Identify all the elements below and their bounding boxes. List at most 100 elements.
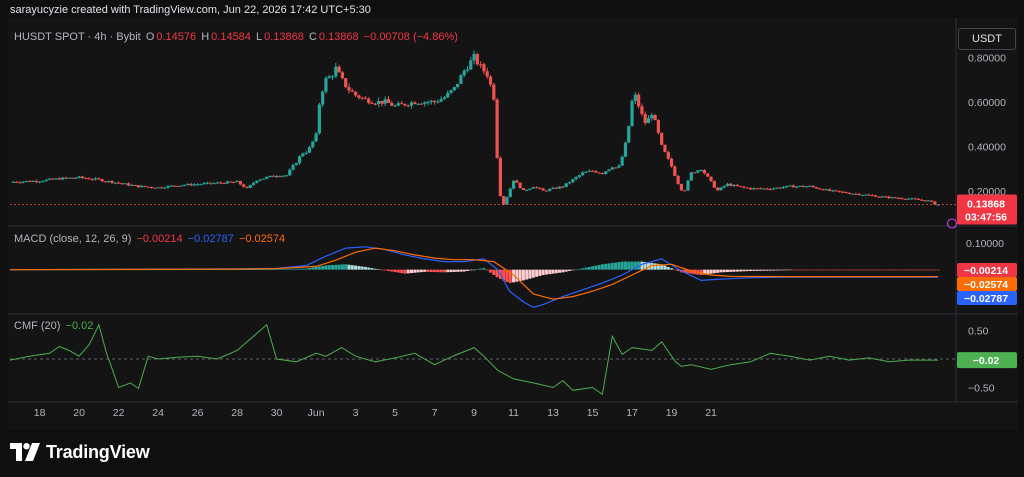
- macd-histogram-bar: [798, 269, 802, 271]
- macd-histogram-bar: [749, 269, 753, 271]
- macd-histogram-bar: [666, 266, 670, 270]
- macd-histogram-bar: [923, 269, 927, 271]
- cmf-legend: CMF (20) −0.02: [14, 320, 95, 332]
- candle-body: [169, 185, 173, 187]
- candle-body: [696, 170, 700, 173]
- candle-body: [666, 152, 670, 159]
- candle-body: [818, 188, 822, 190]
- price-legend: HUSDT SPOT · 4h · Bybit O 0.14576 H 0.1458…: [14, 31, 460, 43]
- macd-histogram-bar: [380, 269, 384, 271]
- candle-body: [554, 187, 558, 189]
- x-tick-label: 19: [666, 407, 678, 419]
- macd-histogram-bar: [643, 262, 647, 270]
- currency-button[interactable]: USDT: [958, 28, 1016, 50]
- candle-body: [311, 141, 315, 148]
- candle-body: [182, 185, 187, 187]
- macd-histogram-bar: [291, 268, 295, 270]
- candle-body: [149, 186, 154, 188]
- macd-histogram-bar: [887, 269, 891, 271]
- cmf-label[interactable]: CMF (20): [14, 320, 61, 332]
- macd-histogram-bar: [719, 269, 723, 273]
- macd-histogram-bar: [308, 268, 312, 270]
- macd-histogram-bar: [617, 262, 621, 270]
- candle-body: [21, 181, 25, 183]
- candle-body: [192, 184, 196, 186]
- candle-body: [630, 101, 634, 127]
- candle-body: [465, 69, 470, 71]
- macd-histogram-bar: [709, 269, 713, 274]
- macd-hist-badge: [957, 263, 1017, 277]
- candle-body: [344, 78, 348, 88]
- candle-body: [590, 170, 595, 172]
- candle-body: [186, 183, 190, 186]
- macd-signal-badge: [957, 277, 1017, 291]
- macd-histogram-bar: [350, 265, 354, 270]
- macd-histogram-bar: [877, 269, 881, 271]
- macd-histogram-bar: [758, 269, 762, 271]
- candle-body: [90, 179, 94, 181]
- macd-label[interactable]: MACD (close, 12, 26, 9): [14, 233, 132, 245]
- macd-histogram-bar: [442, 269, 446, 273]
- macd-histogram-bar: [604, 263, 608, 270]
- candle-body: [334, 66, 338, 77]
- open-value: 0.14576: [156, 31, 197, 43]
- macd-histogram-bar: [897, 269, 901, 271]
- macd-histogram-bar: [633, 261, 637, 270]
- macd-line: [9, 246, 939, 308]
- macd-histogram-bar: [423, 269, 427, 272]
- x-tick-label: 24: [152, 407, 164, 419]
- candle-body: [495, 99, 499, 159]
- candle-body: [202, 183, 206, 185]
- macd-histogram-bar: [489, 269, 493, 273]
- macd-histogram-bar: [386, 269, 390, 271]
- cmf-value: −0.02: [65, 320, 94, 332]
- candle-body: [14, 181, 19, 183]
- macd-histogram-bar: [337, 264, 341, 270]
- candle-body: [824, 189, 828, 191]
- x-tick-label: 7: [432, 407, 438, 419]
- candle-body: [156, 187, 160, 189]
- low-value: 0.13868: [264, 31, 304, 43]
- candle-body: [419, 103, 424, 105]
- candle-body: [653, 114, 657, 121]
- macd-histogram-bar: [864, 269, 868, 271]
- candle-body: [228, 181, 233, 183]
- candle-body: [913, 198, 917, 200]
- macd-histogram-bar: [574, 269, 578, 271]
- candle-body: [492, 84, 496, 100]
- cmf-badge-text: −0.02: [973, 355, 1000, 367]
- macd-histogram-bar: [479, 268, 483, 270]
- candle-body: [903, 198, 907, 200]
- macd-histogram-bar: [505, 269, 509, 282]
- macd-histogram-bar: [258, 269, 262, 270]
- macd-histogram-bar: [791, 269, 795, 271]
- candle-body: [370, 103, 374, 105]
- macd-histogram-bar: [331, 264, 335, 270]
- candle-body: [679, 183, 684, 191]
- x-tick-label: 15: [587, 407, 599, 419]
- candle-body: [291, 165, 295, 170]
- candle-body: [814, 187, 818, 189]
- candle-body: [808, 185, 812, 187]
- macd-histogram-bar: [433, 269, 437, 273]
- candle-body: [288, 169, 292, 176]
- high-label: H: [201, 31, 210, 43]
- candle-body: [281, 175, 285, 177]
- candle-body: [367, 98, 371, 104]
- macd-histogram-bar: [775, 269, 779, 271]
- macd-histogram-bar: [551, 269, 555, 274]
- candle-body: [525, 189, 529, 191]
- macd-histogram-bar: [512, 269, 516, 283]
- macd-histogram-bar: [541, 269, 545, 276]
- candle-body: [689, 172, 693, 181]
- symbol-label[interactable]: HUSDT SPOT · 4h · Bybit: [14, 31, 141, 43]
- candle-body: [413, 102, 417, 105]
- candle-body: [179, 185, 183, 187]
- candle-body: [676, 176, 680, 184]
- candle-body: [748, 187, 753, 190]
- candle-body: [798, 185, 802, 187]
- macd-histogram-bar: [781, 269, 785, 271]
- candle-body: [337, 66, 341, 73]
- macd-histogram-bar: [548, 269, 552, 275]
- candle-body: [278, 176, 282, 178]
